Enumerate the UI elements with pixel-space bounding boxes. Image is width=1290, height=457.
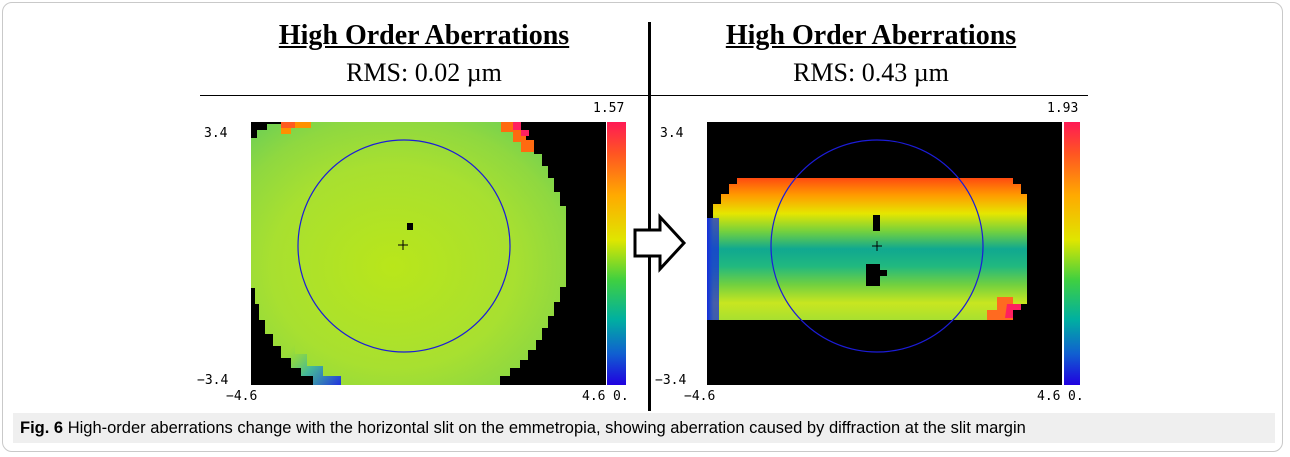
left-scale-min: 0. [613,389,629,404]
figure-caption: Fig. 6 High-order aberrations change wit… [13,413,1275,443]
right-wavefront-map [707,122,1080,385]
right-panel-title: High Order Aberrations [725,20,1017,51]
right-x-right: 4.6 [1037,389,1061,404]
caption-label: Fig. 6 [20,419,64,437]
left-y-bottom: −3.4 [197,373,229,388]
left-panel-title: High Order Aberrations [278,20,570,51]
left-y-top: 3.4 [204,126,228,141]
left-x-left: −4.6 [226,389,258,404]
right-y-top: 3.4 [660,126,684,141]
right-panel-rms: RMS: 0.43 µm [793,58,949,87]
left-x-right: 4.6 [582,389,606,404]
panel-divider [648,22,651,411]
caption-text: High-order aberrations change with the h… [67,419,1026,437]
right-scale-min: 0. [1068,389,1084,404]
right-x-left: −4.6 [684,389,716,404]
left-scale-max: 1.57 [593,101,625,116]
left-wavefront-map [251,122,626,385]
header-divider [200,95,1088,96]
left-panel-rms: RMS: 0.02 µm [346,58,502,87]
right-scale-max: 1.93 [1047,101,1079,116]
right-y-bottom: −3.4 [655,373,687,388]
right-arrow-icon [633,213,687,273]
